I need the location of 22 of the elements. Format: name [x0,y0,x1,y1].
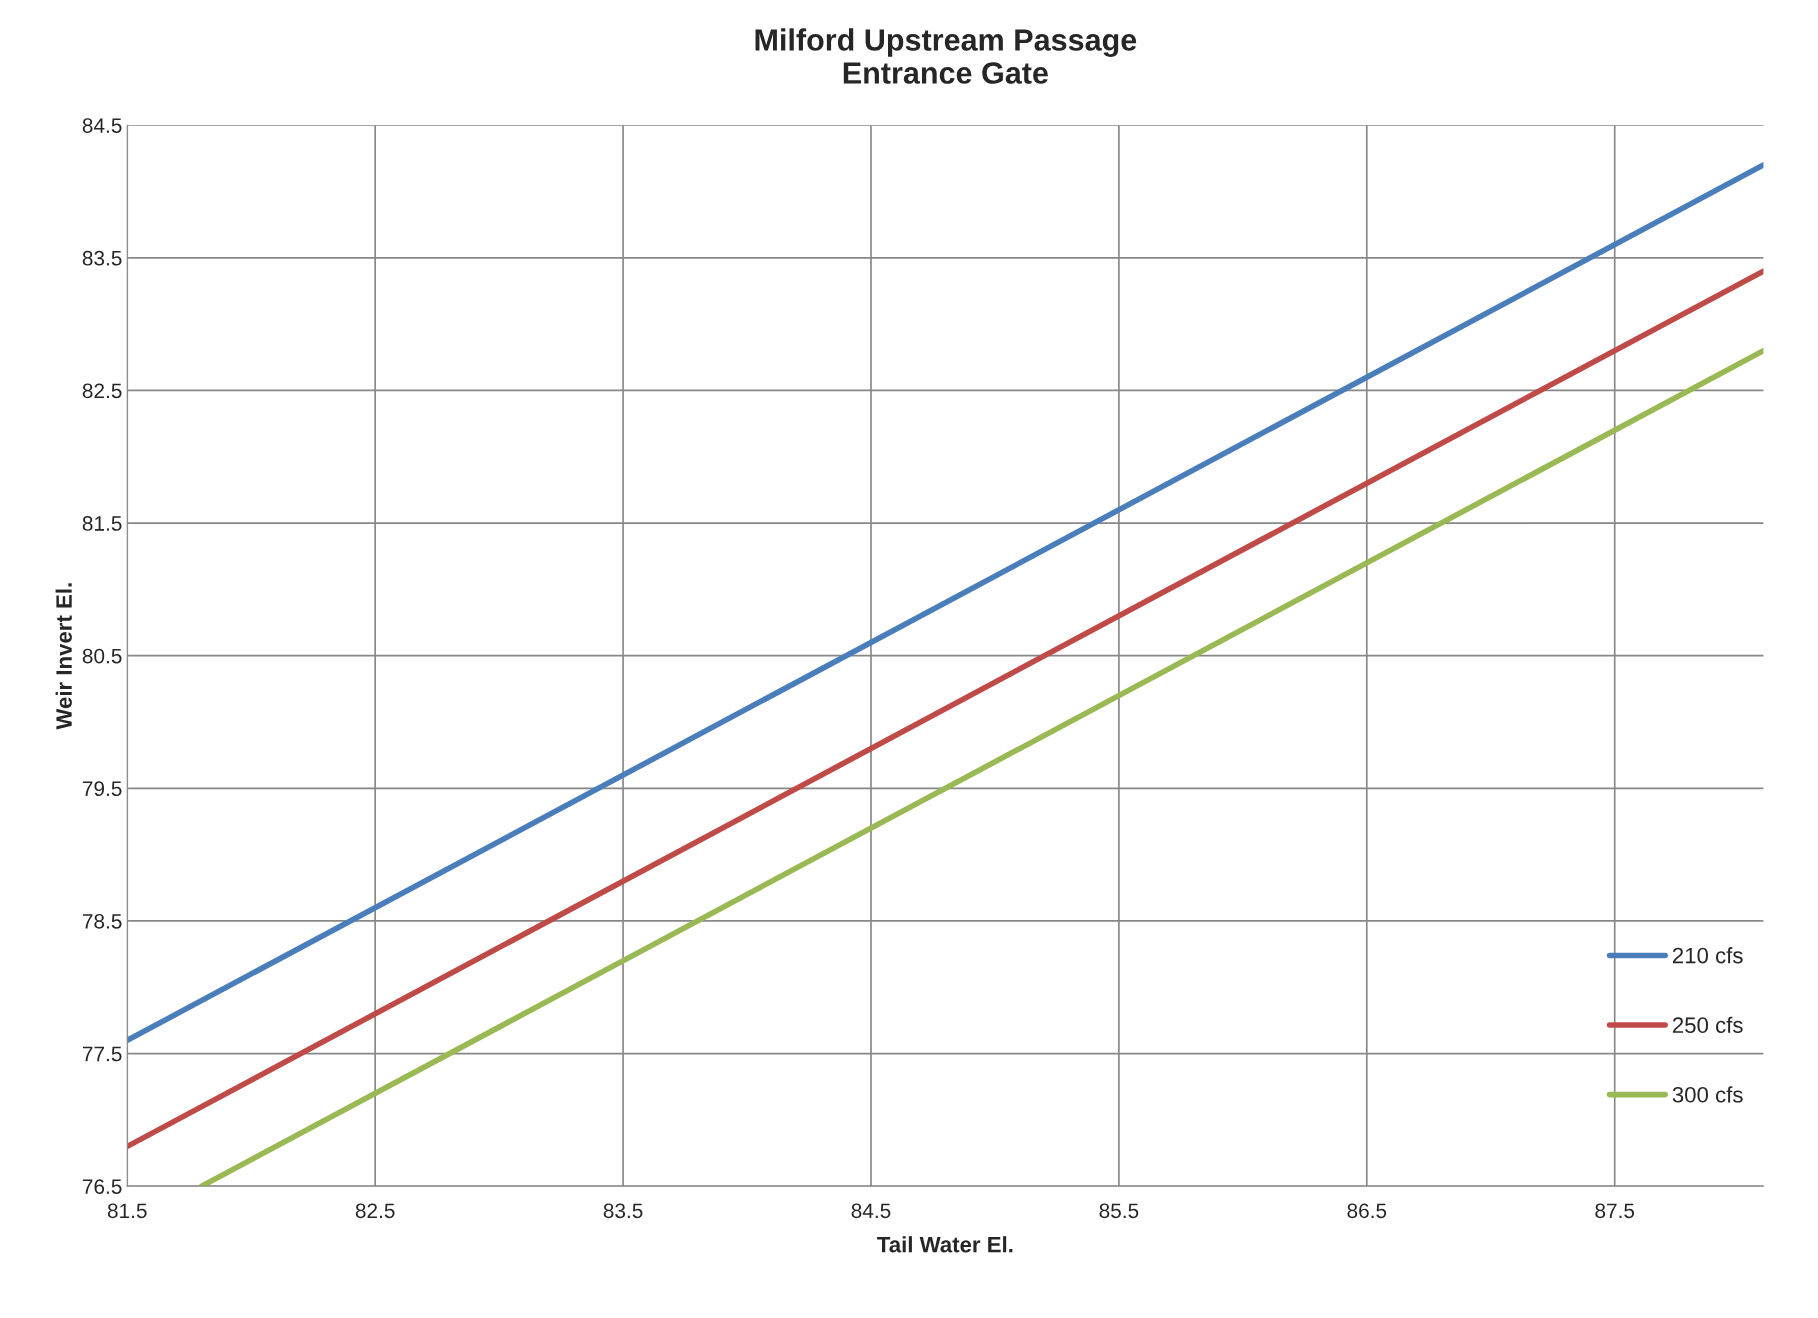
y-tick-label: 76.5 [82,1179,122,1194]
x-tick-label: 84.5 [851,1203,891,1219]
x-axis-title: Tail Water El. [877,1236,1013,1253]
y-tick-label: 83.5 [82,250,122,266]
x-tick-label: 81.5 [107,1203,147,1219]
y-tick-label: 81.5 [82,516,122,531]
y-tick-label: 78.5 [82,913,122,929]
legend-label: 250 cfs [1672,1016,1743,1034]
x-tick-label: 82.5 [355,1203,395,1219]
y-tick-label: 80.5 [82,648,122,664]
y-axis-title: Weir Invert El. [55,583,72,730]
y-tick-label: 82.5 [82,383,122,399]
y-tick-label: 79.5 [82,781,122,797]
x-tick-label: 83.5 [603,1203,643,1219]
chart-title: Milford Upstream Passage Entrance Gate [755,28,1137,84]
legend-label: 210 cfs [1672,947,1743,964]
y-tick-label: 84.5 [82,118,122,133]
x-tick-label: 85.5 [1099,1203,1139,1219]
x-tick-label: 86.5 [1347,1203,1387,1219]
legend-label: 300 cfs [1672,1086,1743,1103]
y-tick-label: 77.5 [82,1046,122,1062]
x-tick-label: 87.5 [1595,1203,1635,1219]
